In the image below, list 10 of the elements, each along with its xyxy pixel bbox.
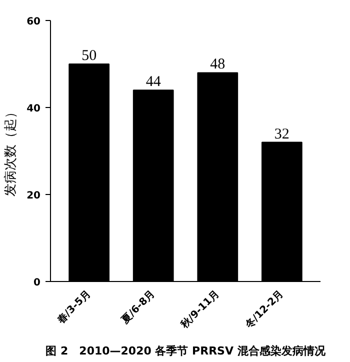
data-label: 44 [146,74,162,90]
y-tick-label: 40 [26,104,41,114]
data-label: 32 [274,126,290,142]
y-axis-title: 发病次数（起） [4,106,19,196]
y-tick-label: 20 [26,190,41,202]
text: 图 2 2010—2020 各季节 PRRSV 混合感染发病情况 [46,344,326,358]
y-tick-label: 0 [34,278,41,288]
y-tick-label: 60 [26,16,41,28]
data-label: 48 [210,56,226,73]
data-label: 50 [82,48,97,64]
